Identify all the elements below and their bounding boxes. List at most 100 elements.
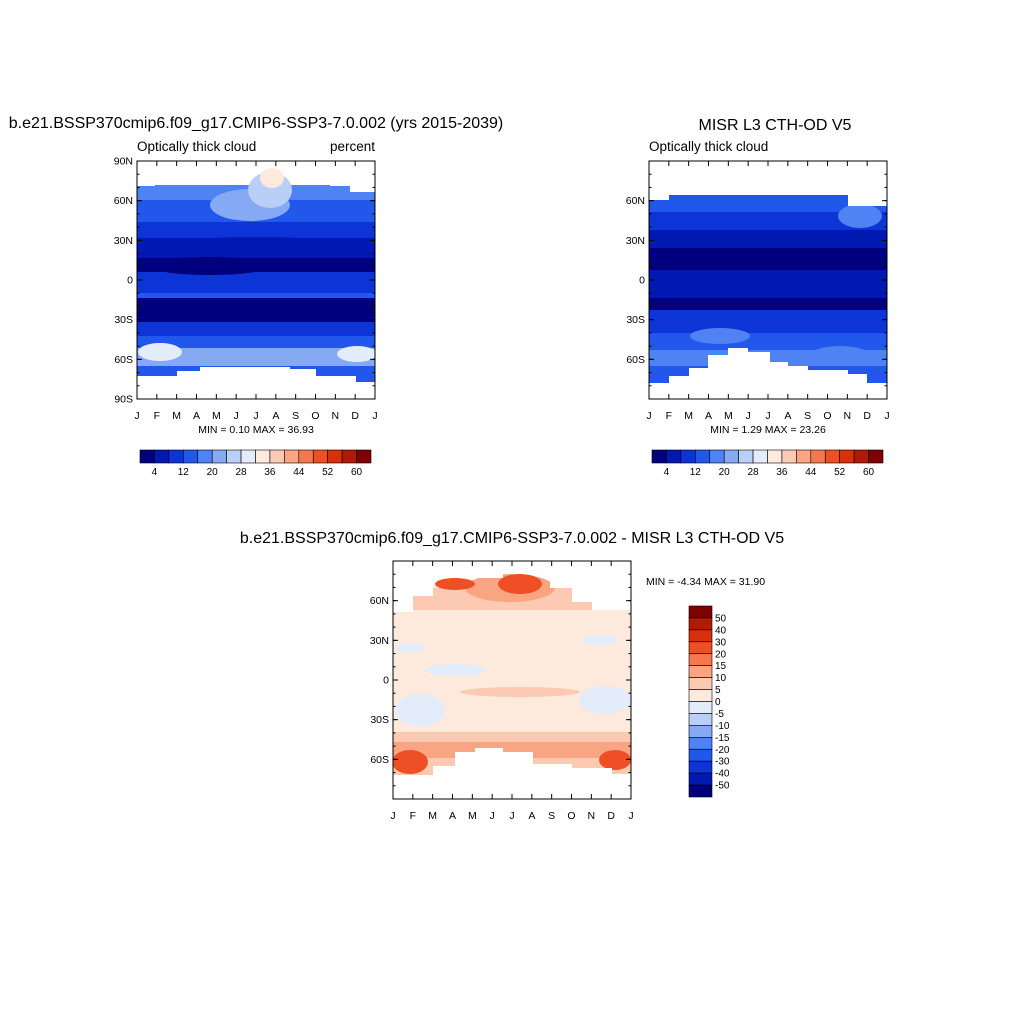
panel-diff-field xyxy=(393,561,631,799)
panel-model-left-label: Optically thick cloud xyxy=(137,139,256,154)
y-tick-label: 60N xyxy=(626,195,645,207)
colorbar-label: -40 xyxy=(715,769,730,780)
colorbar-label: 12 xyxy=(178,467,190,478)
x-tick-label: M xyxy=(172,410,181,422)
contour-region xyxy=(810,346,870,366)
contour-band xyxy=(649,270,887,300)
x-tick-label: A xyxy=(193,410,200,422)
x-tick-label: N xyxy=(332,410,340,422)
x-tick-label: A xyxy=(784,410,791,422)
panel-obs-field xyxy=(649,161,887,399)
colorbar-label: 44 xyxy=(805,467,817,478)
colorbar-label: 52 xyxy=(322,467,334,478)
panel-obs-colorbar: 4 12 20 28 36 44 52 60 xyxy=(651,449,884,478)
y-tick-label: 0 xyxy=(127,275,133,287)
colorbar-swatch xyxy=(824,449,840,464)
panel-diff-minmax: MIN = -4.34 MAX = 31.90 xyxy=(646,576,765,588)
contour-region xyxy=(579,686,631,714)
colorbar-swatch xyxy=(781,449,797,464)
x-tick-label: F xyxy=(666,410,672,422)
colorbar-swatch xyxy=(688,677,713,690)
colorbar-label: 20 xyxy=(715,649,727,660)
colorbar-swatch xyxy=(327,449,343,464)
x-tick-label: D xyxy=(863,410,871,422)
contour-region xyxy=(460,687,580,697)
contour-region xyxy=(690,328,750,344)
contour-band xyxy=(137,293,375,300)
x-tick-label: M xyxy=(724,410,733,422)
colorbar-swatch xyxy=(197,449,213,464)
y-tick-label: 60N xyxy=(370,595,389,607)
panel-model-field xyxy=(137,161,375,399)
y-tick-label: 60S xyxy=(626,354,645,366)
x-tick-label: J xyxy=(746,410,751,422)
x-tick-label: A xyxy=(272,410,279,422)
panel-model-minmax: MIN = 0.10 MAX = 36.93 xyxy=(198,424,314,436)
colorbar-swatch xyxy=(183,449,199,464)
missing-data xyxy=(393,561,631,612)
x-tick-label: J xyxy=(509,810,514,822)
contour-region xyxy=(435,578,475,590)
y-tick-label: 30S xyxy=(114,314,133,326)
x-tick-label: M xyxy=(212,410,221,422)
y-tick-label: 30S xyxy=(370,714,389,726)
colorbar-swatch xyxy=(284,449,300,464)
colorbar-swatch xyxy=(240,449,256,464)
contour-band xyxy=(649,248,887,272)
missing-data xyxy=(137,367,375,399)
colorbar-swatch xyxy=(255,449,271,464)
contour-band xyxy=(649,212,887,232)
colorbar-swatch xyxy=(810,449,826,464)
x-tick-label: M xyxy=(428,810,437,822)
missing-data xyxy=(649,161,887,206)
contour-region xyxy=(138,343,182,361)
x-tick-label: N xyxy=(588,810,596,822)
colorbar-swatch xyxy=(868,449,884,464)
colorbar-swatch xyxy=(312,449,328,464)
colorbar-swatch xyxy=(154,449,170,464)
y-tick-label: 60S xyxy=(114,354,133,366)
x-tick-label: S xyxy=(292,410,299,422)
colorbar-swatch xyxy=(226,449,242,464)
contour-band xyxy=(649,195,887,215)
colorbar-label: 40 xyxy=(715,625,727,636)
colorbar-label: 28 xyxy=(236,467,248,478)
x-tick-label: O xyxy=(823,410,831,422)
colorbar-swatch xyxy=(356,449,372,464)
contour-region xyxy=(396,643,424,653)
y-tick-label: 60N xyxy=(114,195,133,207)
y-tick-label: 30N xyxy=(370,635,389,647)
panel-diff-title: b.e21.BSSP370cmip6.f09_g17.CMIP6-SSP3-7.… xyxy=(240,530,784,547)
colorbar-swatch xyxy=(688,784,713,798)
contour-region xyxy=(498,574,542,594)
contour-region xyxy=(176,237,336,249)
contour-region xyxy=(395,694,445,726)
contour-region xyxy=(599,750,631,770)
colorbar-label: 36 xyxy=(776,467,788,478)
contour-band xyxy=(137,336,375,350)
contour-band xyxy=(137,272,375,295)
contour-region xyxy=(838,204,882,228)
colorbar-swatch xyxy=(269,449,285,464)
x-tick-label: J xyxy=(134,410,139,422)
x-tick-label: J xyxy=(628,810,633,822)
y-tick-label: 0 xyxy=(639,275,645,287)
x-tick-label: O xyxy=(311,410,319,422)
colorbar-swatch xyxy=(853,449,869,464)
x-tick-label: O xyxy=(567,810,575,822)
colorbar-swatch xyxy=(688,629,713,643)
y-tick-label: 30N xyxy=(114,235,133,247)
x-tick-label: F xyxy=(154,410,160,422)
missing-data xyxy=(292,161,375,192)
panel-model: b.e21.BSSP370cmip6.f09_g17.CMIP6-SSP3-7.… xyxy=(9,115,504,478)
contour-band xyxy=(649,230,887,250)
panel-model-title: b.e21.BSSP370cmip6.f09_g17.CMIP6-SSP3-7.… xyxy=(9,115,504,132)
contour-region xyxy=(337,346,375,362)
x-tick-label: A xyxy=(705,410,712,422)
contour-band xyxy=(137,222,375,240)
contour-band xyxy=(649,310,887,335)
x-tick-label: D xyxy=(351,410,359,422)
colorbar-swatch xyxy=(709,449,725,464)
